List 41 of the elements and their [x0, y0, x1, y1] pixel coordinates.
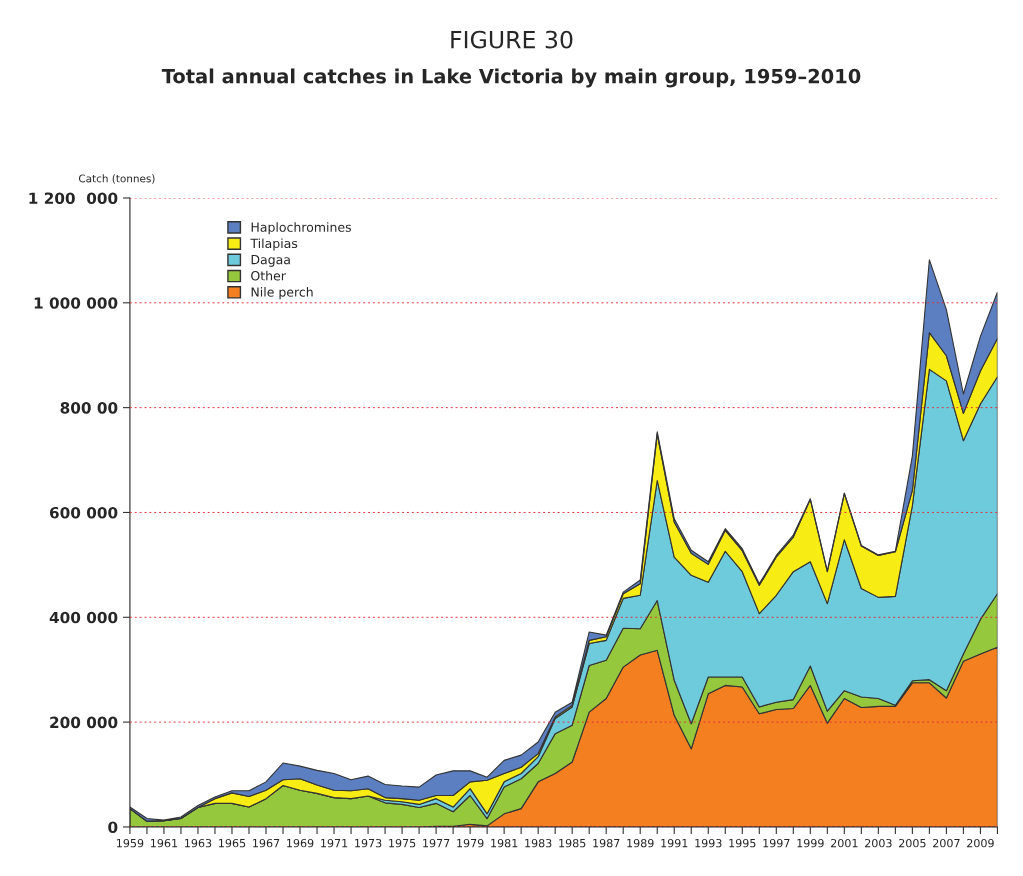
x-tick-label: 1975: [389, 838, 416, 848]
y-tick-label: 400 000: [49, 611, 118, 624]
x-tick-label: 2003: [865, 838, 892, 848]
x-tick-label: 1993: [695, 838, 722, 848]
x-tick-label: 1995: [729, 838, 756, 848]
legend-label: Tilapias: [250, 238, 298, 251]
x-tick-label: 2007: [933, 838, 960, 848]
y-tick-label: 1 000 000: [34, 297, 118, 309]
x-tick-label: 1959: [117, 838, 144, 848]
x-tick-label: 1971: [321, 838, 348, 848]
x-tick-label: 1985: [559, 838, 586, 848]
y-tick-label: 800 00: [60, 402, 118, 414]
y-tick-label: 1 200 000: [29, 192, 118, 204]
x-tick-label: 1963: [185, 838, 212, 848]
x-tick-label: 2001: [831, 838, 858, 848]
x-tick-label: 1967: [253, 838, 280, 848]
x-tick-label: 1997: [763, 838, 790, 848]
legend-label: Dagaa: [251, 255, 290, 267]
chart-subtitle: Total annual catches in Lake Victoria by main group, 1959–2010: [161, 68, 861, 88]
x-tick-label: 1969: [287, 838, 314, 848]
y-tick-label: 0: [108, 821, 118, 833]
x-tick-label: 1965: [219, 838, 246, 848]
chart-title: FIGURE 30: [451, 30, 573, 49]
y-axis-title: Catch (tonnes): [78, 174, 155, 184]
legend-label: Haplochromines: [251, 222, 351, 235]
y-tick-label: 200 000: [50, 716, 118, 729]
x-tick-label: 1961: [151, 838, 178, 848]
y-tick-label: 600 000: [49, 506, 118, 519]
x-tick-label: 1977: [423, 838, 450, 848]
x-tick-label: 1983: [525, 838, 552, 848]
legend-label: Other: [251, 270, 286, 281]
x-tick-label: 1999: [797, 838, 824, 848]
x-tick-label: 2005: [899, 838, 926, 848]
x-tick-label: 1973: [355, 838, 382, 848]
x-tick-label: 2009: [967, 838, 994, 848]
x-tick-label: 1987: [593, 838, 620, 848]
x-tick-label: 1991: [661, 838, 688, 848]
x-tick-label: 1981: [491, 838, 518, 848]
legend-label: Nile perch: [251, 287, 313, 300]
x-tick-label: 1989: [627, 838, 654, 848]
x-tick-label: 1979: [457, 838, 484, 848]
